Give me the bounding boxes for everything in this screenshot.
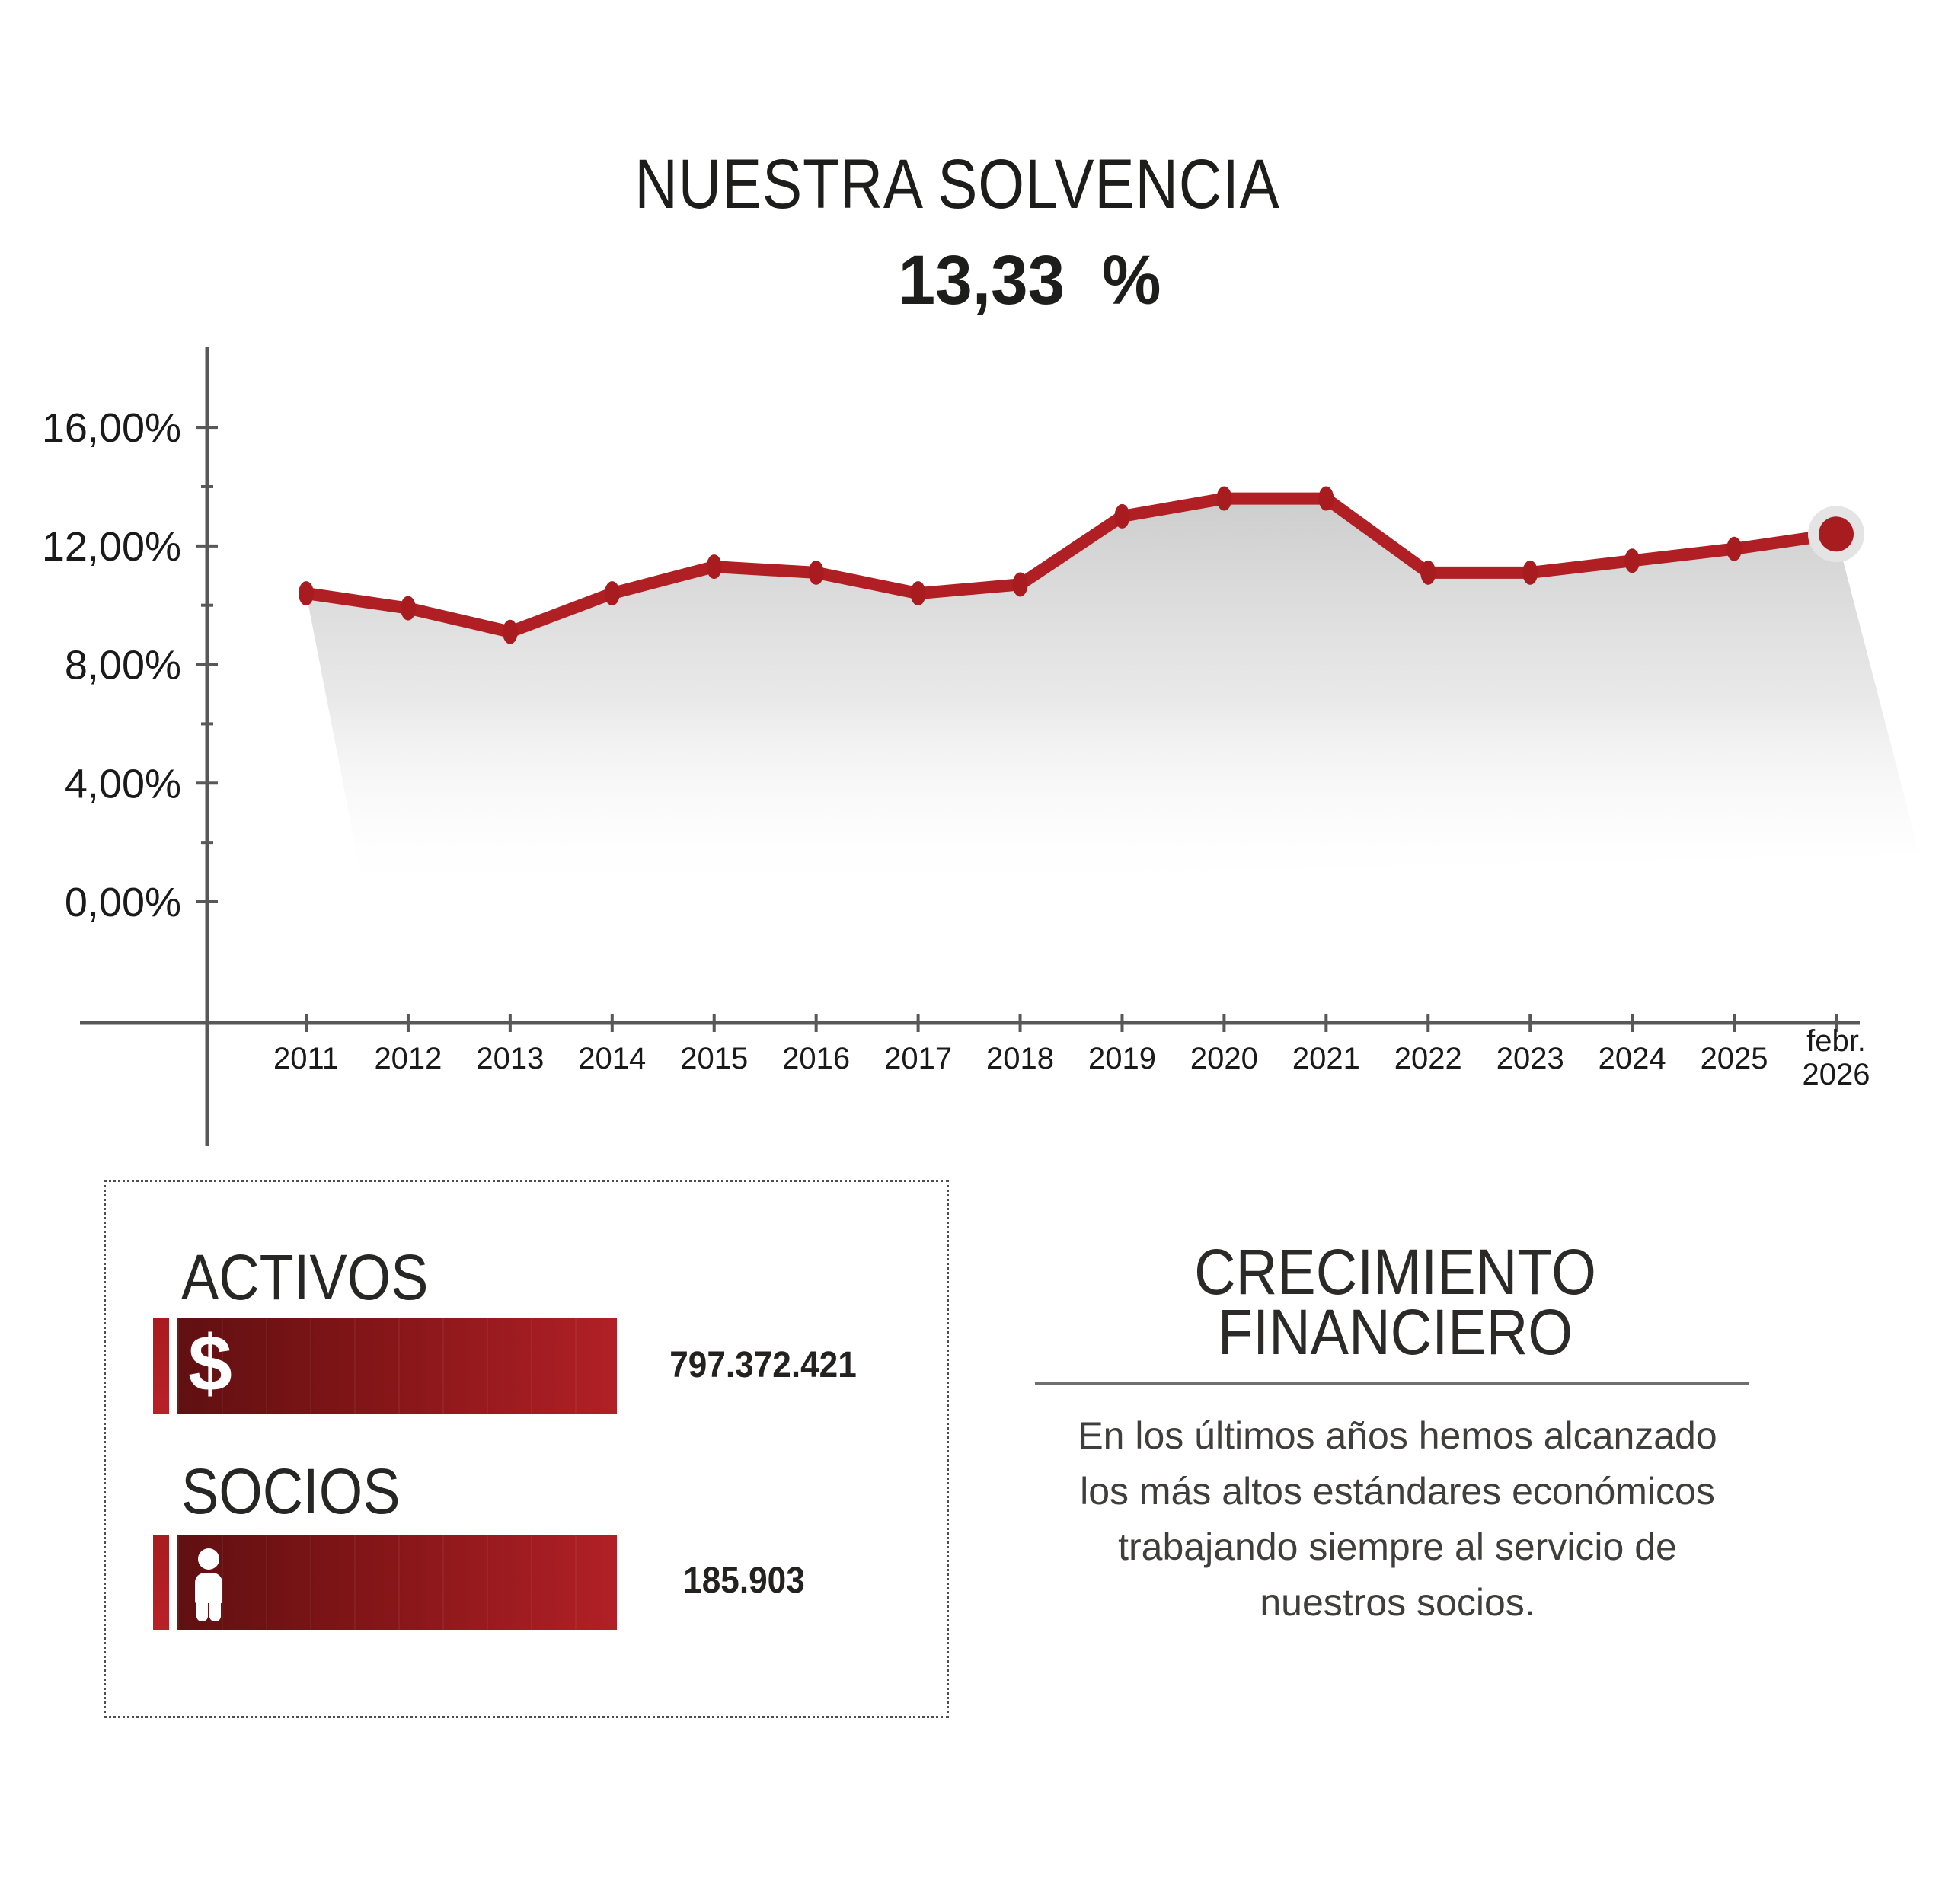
- info-title-line-2: FINANCIERO: [1217, 1296, 1573, 1368]
- x-tick-label: 2025: [1701, 1042, 1768, 1075]
- chart-points-layer: [299, 486, 1864, 644]
- chart-axes: [80, 347, 1860, 1146]
- info-title: CRECIMIENTO FINANCIERO: [1087, 1236, 1704, 1368]
- solvency-shadow: [306, 498, 1919, 891]
- info-paragraph-line: los más altos estándares económicos: [1080, 1470, 1715, 1513]
- y-tick-label: 16,00%: [42, 405, 181, 451]
- stat-label-activos: ACTIVOS: [181, 1241, 429, 1313]
- x-tick-label: 2011: [273, 1042, 339, 1075]
- y-tick-label: 12,00%: [42, 524, 181, 570]
- data-point: [1216, 486, 1232, 511]
- current-point: [1819, 516, 1854, 552]
- x-tick-label: 2026: [1803, 1058, 1870, 1091]
- activos-bar-accent: [153, 1318, 169, 1414]
- data-point: [1624, 548, 1640, 573]
- x-tick-label: 2012: [374, 1042, 442, 1075]
- x-tick-label: 2022: [1394, 1042, 1462, 1075]
- data-point: [910, 581, 926, 606]
- info-title-line-1: CRECIMIENTO: [1194, 1236, 1596, 1308]
- socios-bar: [177, 1535, 617, 1630]
- data-point: [1522, 560, 1538, 585]
- info-paragraph: En los últimos años hemos alcanzado los …: [979, 1408, 1816, 1631]
- person-icon-head: [198, 1548, 219, 1570]
- y-tick-label: 0,00%: [65, 880, 181, 925]
- info-title-rule: [1035, 1382, 1749, 1385]
- person-icon-leg: [196, 1602, 208, 1621]
- chart-line-layer: [300, 492, 1842, 638]
- x-tick-label: 2021: [1292, 1042, 1360, 1075]
- x-tick-label: 2014: [578, 1042, 646, 1075]
- x-tick-label: 2018: [986, 1042, 1054, 1075]
- socios-bar-accent: [153, 1535, 169, 1630]
- y-tick-label: 4,00%: [65, 761, 181, 807]
- data-point: [1726, 536, 1742, 561]
- chart-shadow-layer: [306, 498, 1919, 891]
- page-title: NUESTRA SOLVENCIA: [634, 145, 1280, 223]
- activos-bar: [177, 1318, 617, 1414]
- data-point: [1012, 572, 1028, 597]
- x-tick-label: 2015: [680, 1042, 748, 1075]
- data-point: [299, 581, 314, 606]
- data-point: [1114, 503, 1130, 529]
- stats-box: [104, 1180, 949, 1718]
- y-tick-label: 8,00%: [65, 643, 181, 688]
- chart-tick-labels: 16,00% 12,00% 8,00% 4,00% 0,00% 2011 2012 2013 2…: [42, 405, 1870, 1091]
- x-tick-label: 2024: [1599, 1042, 1666, 1075]
- x-tick-label: 2013: [476, 1042, 544, 1075]
- data-point: [706, 554, 722, 580]
- x-tick-label: 2016: [782, 1042, 850, 1075]
- data-point: [502, 619, 518, 644]
- current-solvency-value: 13,33 %: [898, 241, 1161, 319]
- data-point: [1420, 560, 1436, 585]
- info-paragraph-line: trabajando siempre al servicio de: [1118, 1525, 1677, 1568]
- x-tick-label: 2019: [1088, 1042, 1156, 1075]
- data-point: [400, 596, 416, 621]
- x-tick-label: febr.: [1806, 1024, 1866, 1058]
- person-icon: [195, 1548, 222, 1621]
- socios-value: 185.903: [683, 1561, 805, 1601]
- stat-label-socios: SOCIOS: [181, 1455, 401, 1527]
- info-paragraph-line: nuestros socios.: [1260, 1581, 1535, 1624]
- person-icon-leg: [209, 1602, 221, 1621]
- solvency-chart: 16,00% 12,00% 8,00% 4,00% 0,00% 2011 2012 2013 2…: [42, 347, 1919, 1146]
- data-point: [1318, 486, 1334, 511]
- x-tick-label: 2017: [884, 1042, 952, 1075]
- x-tick-label: 2023: [1496, 1042, 1564, 1075]
- x-tick-label: 2020: [1190, 1042, 1258, 1075]
- data-point: [604, 581, 620, 606]
- dollar-icon: $: [188, 1320, 232, 1408]
- data-point: [808, 560, 824, 585]
- person-icon-torso: [195, 1573, 222, 1603]
- activos-value: 797.372.421: [669, 1345, 857, 1385]
- info-paragraph-line: En los últimos años hemos alcanzado: [1078, 1414, 1717, 1457]
- solvency-line: [300, 492, 1842, 638]
